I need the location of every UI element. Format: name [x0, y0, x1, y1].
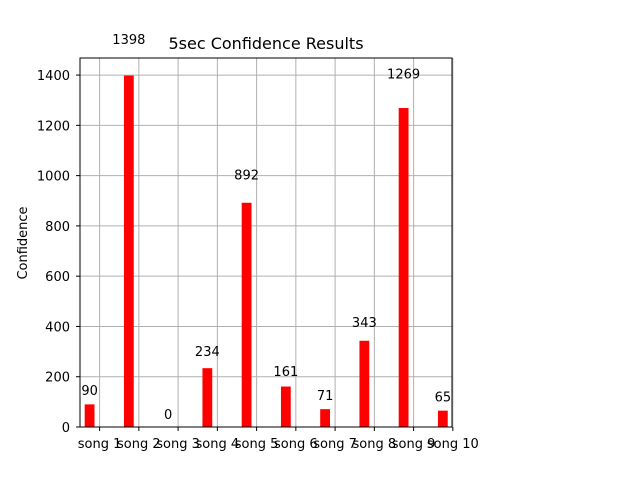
bar-value-label: 161 [273, 365, 298, 380]
bar [241, 202, 252, 427]
bar [280, 386, 291, 427]
y-tick-label: 800 [45, 220, 70, 235]
bar [398, 107, 409, 427]
bar-value-label: 0 [164, 408, 172, 423]
y-tick-label: 1200 [37, 119, 70, 134]
y-tick-label: 200 [45, 371, 70, 386]
bar-value-label: 1398 [112, 33, 145, 48]
chart-title: 5sec Confidence Results [168, 34, 363, 53]
y-tick-label: 1400 [37, 69, 70, 84]
y-tick-label: 600 [45, 270, 70, 285]
x-tick-label: song 1 [78, 437, 122, 452]
data-labels: 90 1398 0 234 892 161 71 343 1269 65 [81, 33, 451, 423]
y-tick-label: 400 [45, 320, 70, 335]
x-tick-label: song 8 [353, 437, 397, 452]
x-tick-label: song 5 [235, 437, 279, 452]
bar-value-label: 234 [195, 345, 220, 360]
y-axis-ticks: 0 200 400 600 800 1000 1200 1400 [37, 69, 80, 436]
x-tick-label: song 4 [196, 437, 240, 452]
x-tick-label: song 3 [156, 437, 200, 452]
x-tick-label: song 6 [274, 437, 318, 452]
x-tick-label: song 10 [427, 437, 479, 452]
y-tick-label: 0 [62, 421, 70, 436]
x-tick-label: song 9 [392, 437, 436, 452]
bar-value-label: 1269 [387, 67, 420, 82]
bar [320, 409, 330, 427]
bar-value-label: 90 [81, 384, 98, 399]
x-tick-label: song 2 [117, 437, 161, 452]
y-tick-label: 1000 [37, 170, 70, 185]
bar [202, 368, 213, 427]
grid-lines [80, 58, 454, 428]
x-tick-label: song 7 [313, 437, 357, 452]
bar-value-label: 65 [435, 391, 452, 406]
bar-value-label: 71 [317, 389, 334, 404]
bar-value-label: 892 [234, 169, 259, 184]
bar [359, 340, 370, 427]
plot-frame [79, 57, 453, 428]
bars [84, 75, 448, 428]
bar [437, 410, 448, 427]
bar-value-label: 343 [352, 316, 377, 331]
y-axis-label: Confidence [16, 206, 31, 279]
bar [84, 404, 95, 427]
bar [123, 75, 134, 428]
